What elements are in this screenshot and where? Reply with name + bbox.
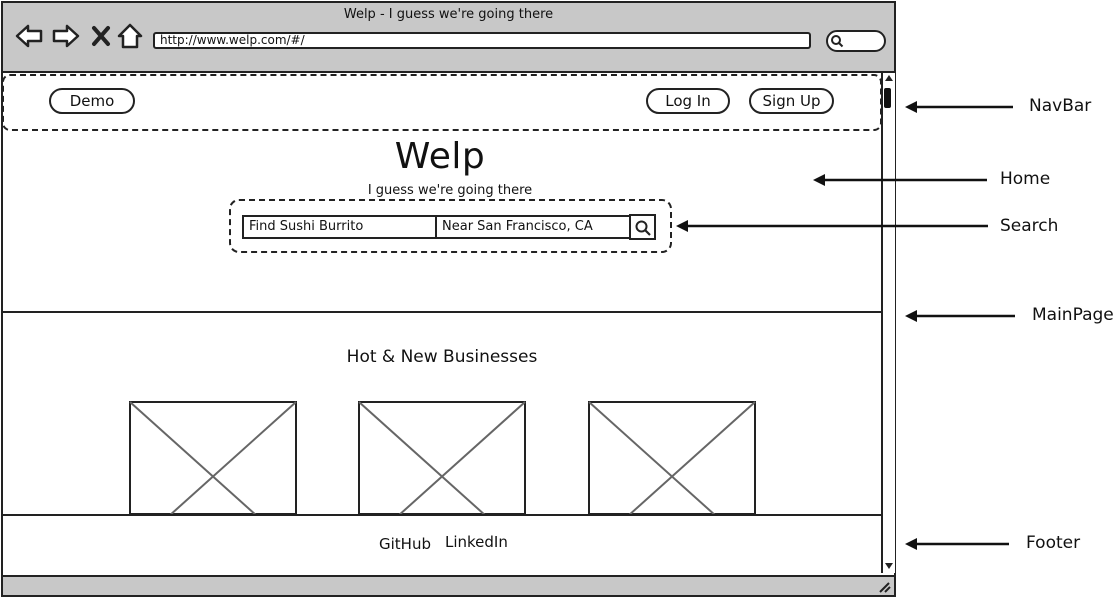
scroll-thumb[interactable] bbox=[884, 88, 891, 108]
annotation-search: Search bbox=[1000, 216, 1059, 236]
annotation-mainpage: MainPage bbox=[1032, 305, 1114, 325]
footer bbox=[3, 516, 881, 574]
browser-search-field[interactable] bbox=[826, 30, 886, 52]
linkedin-link[interactable]: LinkedIn bbox=[445, 533, 508, 551]
annotation-arrow bbox=[813, 174, 987, 186]
window-title: Welp - I guess we're going there bbox=[343, 7, 554, 22]
search-bar bbox=[229, 199, 672, 253]
near-input[interactable]: Near San Francisco, CA bbox=[435, 215, 631, 239]
demo-button[interactable]: Demo bbox=[49, 88, 135, 114]
home-icon[interactable] bbox=[116, 22, 144, 50]
annotation-navbar: NavBar bbox=[1029, 96, 1092, 116]
search-button[interactable] bbox=[629, 214, 656, 240]
search-icon bbox=[831, 35, 844, 48]
scroll-down-icon[interactable] bbox=[884, 562, 894, 570]
scrollbar[interactable] bbox=[881, 73, 895, 573]
forward-icon[interactable] bbox=[52, 22, 80, 50]
business-image-placeholder[interactable] bbox=[129, 401, 297, 514]
find-input[interactable]: Find Sushi Burrito bbox=[242, 215, 437, 239]
site-title: Welp bbox=[394, 136, 486, 177]
annotation-footer: Footer bbox=[1026, 533, 1081, 553]
footer-divider bbox=[3, 514, 881, 516]
close-icon[interactable] bbox=[89, 22, 113, 50]
github-link[interactable]: GitHub bbox=[379, 535, 431, 553]
home-divider bbox=[3, 311, 881, 313]
annotation-arrow bbox=[905, 101, 1013, 113]
navbar bbox=[2, 74, 882, 131]
annotation-arrow bbox=[905, 310, 1015, 322]
resize-grip-icon[interactable] bbox=[877, 581, 891, 593]
annotation-arrow bbox=[905, 538, 1009, 550]
section-title: Hot & New Businesses bbox=[346, 347, 538, 367]
annotation-home: Home bbox=[1000, 169, 1051, 189]
annotation-arrow bbox=[676, 220, 988, 232]
url-bar[interactable]: http://www.welp.com/#/ bbox=[153, 32, 811, 49]
site-tagline: I guess we're going there bbox=[367, 183, 533, 198]
back-icon[interactable] bbox=[15, 22, 43, 50]
search-icon bbox=[635, 220, 651, 236]
signup-button[interactable]: Sign Up bbox=[749, 88, 834, 114]
login-button[interactable]: Log In bbox=[646, 88, 730, 114]
business-image-placeholder[interactable] bbox=[588, 401, 756, 514]
scroll-up-icon[interactable] bbox=[884, 74, 894, 82]
business-image-placeholder[interactable] bbox=[358, 401, 526, 514]
status-bar bbox=[3, 575, 894, 595]
